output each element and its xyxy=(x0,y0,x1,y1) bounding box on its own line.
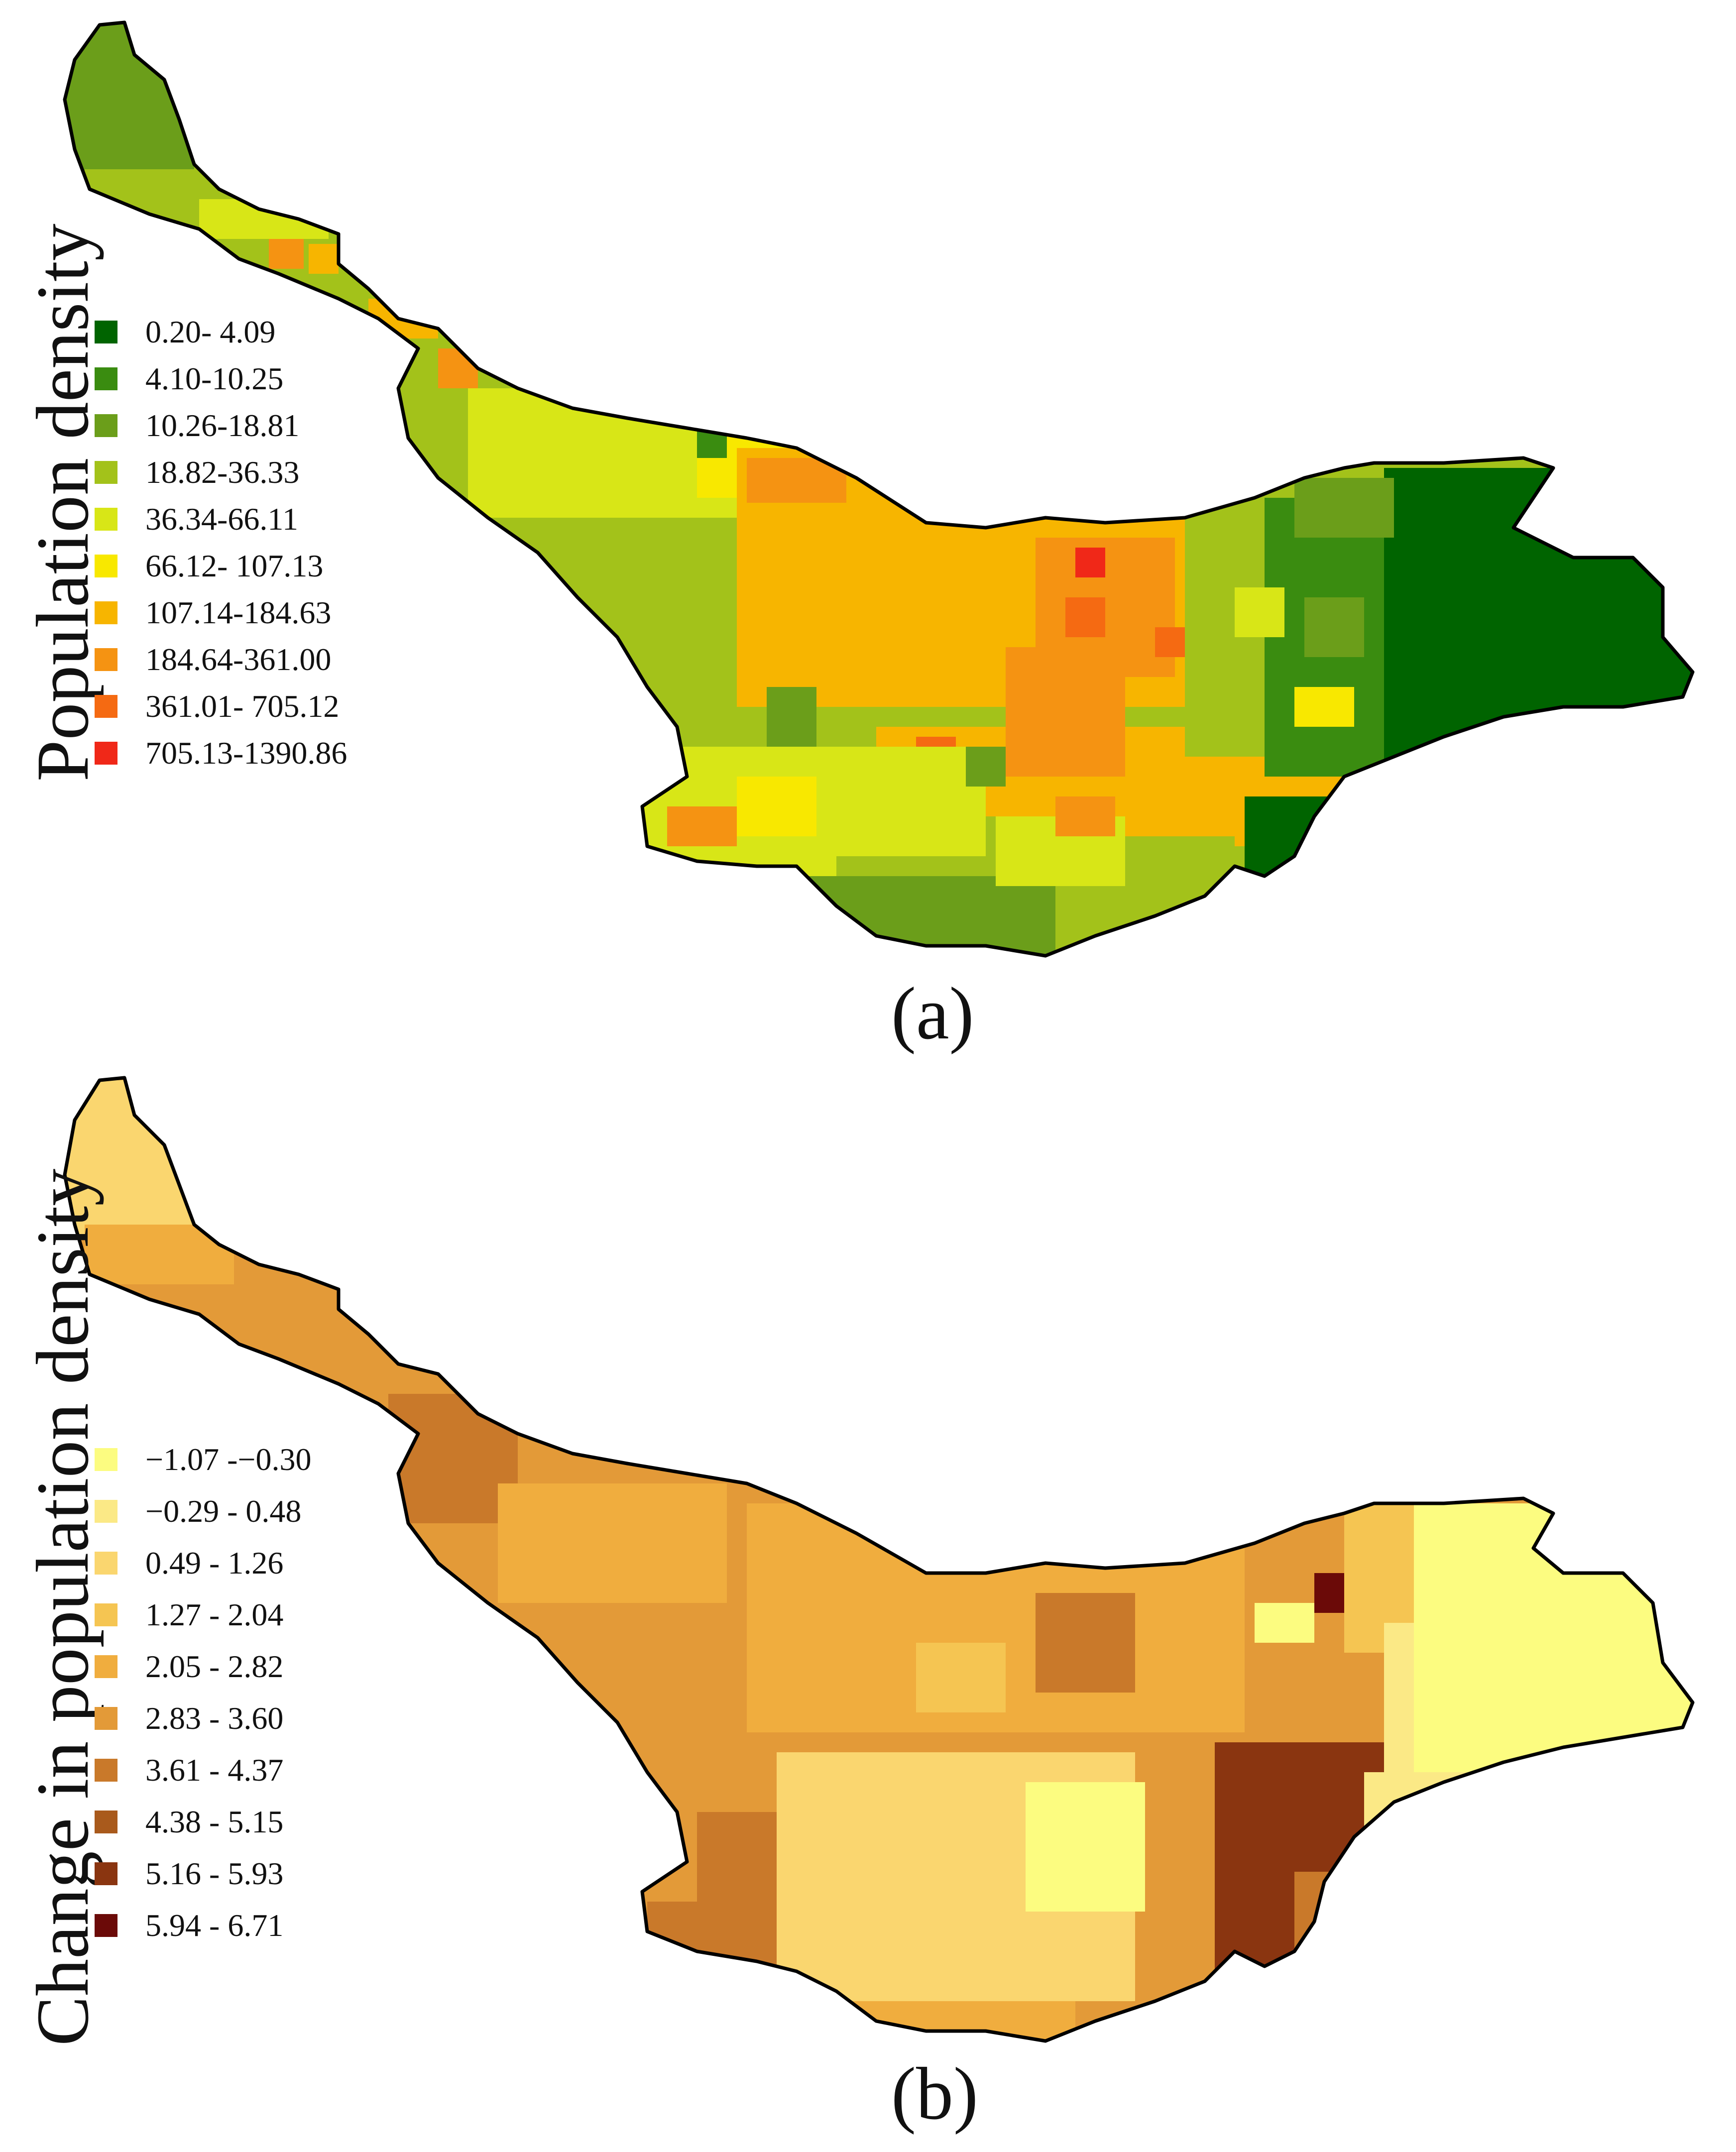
legend-item: 184.64-361.00 xyxy=(95,636,347,683)
legend-label: 0.49 - 1.26 xyxy=(145,1545,284,1581)
legend-swatch xyxy=(95,1448,117,1471)
legend-item: 18.82-36.33 xyxy=(95,449,347,496)
legend-label: 4.10-10.25 xyxy=(145,361,284,396)
legend-label: 0.20- 4.09 xyxy=(145,314,276,349)
panel-caption-a: (a) xyxy=(891,972,974,1055)
legend-swatch xyxy=(95,555,117,577)
legend-label: 66.12- 107.13 xyxy=(145,548,324,583)
legend-swatch xyxy=(95,1552,117,1575)
population-change-map xyxy=(63,1076,1695,2043)
basin-boundary-b xyxy=(63,1076,1695,2043)
legend-item: −0.29 - 0.48 xyxy=(95,1485,312,1537)
legend-item: 5.94 - 6.71 xyxy=(95,1900,312,1951)
legend-swatch xyxy=(95,1811,117,1833)
legend-swatch xyxy=(95,1862,117,1885)
legend-item: 361.01- 705.12 xyxy=(95,683,347,730)
legend-swatch xyxy=(95,1707,117,1730)
legend-swatch xyxy=(95,508,117,531)
legend-title-a: Population density xyxy=(21,224,104,782)
legend-label: −1.07 -−0.30 xyxy=(145,1442,312,1477)
panel-caption-b: (b) xyxy=(891,2052,978,2135)
legend-swatch xyxy=(95,1914,117,1937)
legend-label: 3.61 - 4.37 xyxy=(145,1752,284,1788)
legend-label: 18.82-36.33 xyxy=(145,454,300,490)
legend-swatch xyxy=(95,1603,117,1626)
legend-label: 2.05 - 2.82 xyxy=(145,1649,284,1684)
legend-item: 10.26-18.81 xyxy=(95,402,347,449)
legend-item: 5.16 - 5.93 xyxy=(95,1848,312,1900)
legend-label: 1.27 - 2.04 xyxy=(145,1597,284,1632)
legend-label: 10.26-18.81 xyxy=(145,408,300,443)
legend-item: 0.49 - 1.26 xyxy=(95,1537,312,1589)
legend-swatch xyxy=(95,461,117,484)
panel-b-change-in-population-density: Change in population density −1.07 -−0.3… xyxy=(0,1075,1736,2152)
legend-label: −0.29 - 0.48 xyxy=(145,1493,302,1529)
legend-item: 2.83 - 3.60 xyxy=(95,1693,312,1744)
legend-swatch xyxy=(95,1655,117,1678)
legend-item: 36.34-66.11 xyxy=(95,496,347,543)
legend-a: 0.20- 4.09 4.10-10.25 10.26-18.81 18.82-36.… xyxy=(95,309,347,777)
basin-boundary-a xyxy=(63,20,1695,958)
legend-label: 4.38 - 5.15 xyxy=(145,1804,284,1839)
legend-label: 705.13-1390.86 xyxy=(145,735,347,771)
legend-label: 2.83 - 3.60 xyxy=(145,1700,284,1736)
legend-swatch xyxy=(95,695,117,718)
legend-item: 705.13-1390.86 xyxy=(95,730,347,777)
legend-b: −1.07 -−0.30 −0.29 - 0.48 0.49 - 1.26 1.27 … xyxy=(95,1434,312,1951)
legend-item: 2.05 - 2.82 xyxy=(95,1641,312,1693)
legend-label: 5.94 - 6.71 xyxy=(145,1908,284,1943)
legend-item: 1.27 - 2.04 xyxy=(95,1589,312,1641)
legend-swatch xyxy=(95,414,117,437)
legend-swatch xyxy=(95,1759,117,1782)
legend-label: 36.34-66.11 xyxy=(145,501,298,537)
legend-swatch xyxy=(95,321,117,343)
panel-a-population-density: Population density 0.20- 4.09 4.10-10.25 1… xyxy=(0,0,1736,1075)
legend-swatch xyxy=(95,367,117,390)
legend-item: −1.07 -−0.30 xyxy=(95,1434,312,1485)
legend-item: 3.61 - 4.37 xyxy=(95,1744,312,1796)
legend-label: 107.14-184.63 xyxy=(145,595,332,630)
legend-item: 66.12- 107.13 xyxy=(95,543,347,589)
legend-label: 184.64-361.00 xyxy=(145,642,332,677)
legend-item: 107.14-184.63 xyxy=(95,589,347,636)
legend-label: 5.16 - 5.93 xyxy=(145,1856,284,1891)
population-density-map xyxy=(63,20,1695,958)
legend-item: 4.10-10.25 xyxy=(95,355,347,402)
legend-title-b: Change in population density xyxy=(21,1168,104,2046)
legend-item: 4.38 - 5.15 xyxy=(95,1796,312,1848)
legend-swatch xyxy=(95,601,117,624)
legend-swatch xyxy=(95,1500,117,1523)
legend-item: 0.20- 4.09 xyxy=(95,309,347,355)
legend-label: 361.01- 705.12 xyxy=(145,688,340,724)
legend-swatch xyxy=(95,648,117,671)
legend-swatch xyxy=(95,742,117,765)
